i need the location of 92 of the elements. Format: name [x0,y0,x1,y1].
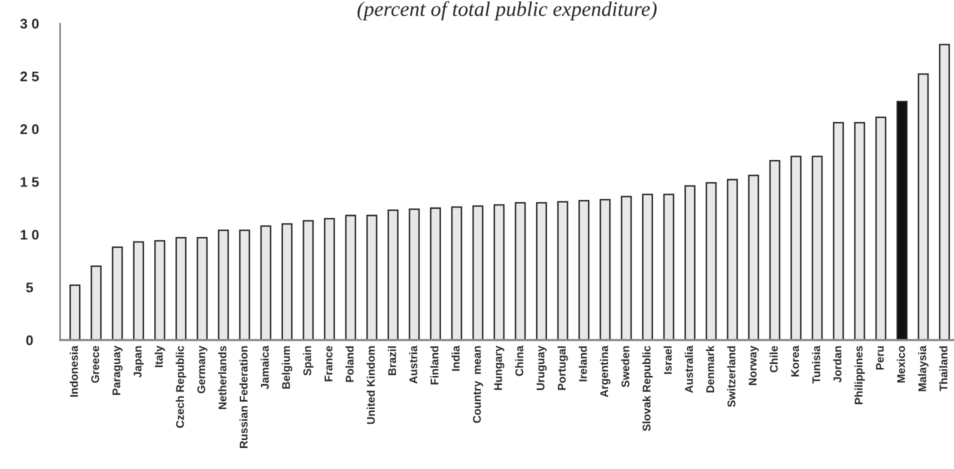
bar [154,240,166,340]
bar [133,241,144,340]
x-tick-label: Italy [154,346,165,368]
bar [769,160,780,340]
bar [854,122,866,340]
y-tick-label: 1 5 [20,177,39,187]
x-tick-label: Australia [684,346,693,393]
bar [451,206,462,340]
bar [90,265,102,340]
bar [239,230,250,340]
x-tick-label: Denmark [706,346,714,392]
x-tick-label: Uruguay [536,346,547,390]
bar [875,116,886,340]
bar [557,201,568,340]
x-tick-label: Slovak Republic [642,346,653,432]
bar [388,210,399,340]
x-tick-label: Mexico [896,346,906,382]
x-tick-label: Switzerland [727,346,736,407]
bar [620,196,632,340]
x-tick-label: Brazil [388,346,396,376]
x-tick-label: Ireland [578,346,587,382]
bar [832,122,844,340]
x-tick-label: Sweden [621,346,630,388]
bar [536,202,547,340]
x-tick-label: Poland [345,346,354,382]
x-tick-label: Israel [664,346,672,374]
x-tick-label: United Kindom [366,346,375,424]
x-tick-label: Hungary [494,346,504,390]
y-tick-label: 2 5 [20,72,39,82]
x-tick-label: Germany [197,346,208,394]
bar [324,218,335,340]
bar [918,73,929,340]
y-tick-label: 5 [26,282,34,292]
bar [345,214,356,340]
x-tick-label: Finland [430,346,438,384]
x-tick-label: Peru [876,346,884,370]
x-tick-label: Portugal [558,346,568,390]
x-tick-label: Country mean [473,346,484,423]
bar [790,156,802,340]
x-tick-label: Thailand [939,346,948,392]
bar [514,202,526,340]
x-tick-label: Spain [303,346,314,376]
bar [282,223,292,340]
bar [302,220,314,340]
x-tick-label: Netherlands [218,346,226,410]
x-tick-label: Norway [748,346,759,385]
bar [812,156,823,340]
x-tick-label: Tunisia [812,346,820,384]
x-tick-label: Russian Federation [239,346,248,448]
x-tick-label: Argentina [600,346,610,398]
x-tick-label: Philippines [854,346,865,404]
y-tick-label: 0 [26,335,33,346]
x-tick-label: Malaysia [918,346,928,392]
x-tick-label: France [324,346,332,382]
x-tick-label: Belgium [282,346,292,389]
bar [706,182,717,340]
bar [726,178,738,340]
bar [494,204,505,340]
x-tick-label: Japan [134,346,144,378]
x-tick-label: Indonesia [70,346,78,397]
x-tick-label: Austria [409,346,418,384]
chart-title: (percent of total public expenditure) [358,1,657,20]
y-tick-label: 1 0 [20,230,39,240]
y-tick-label: 2 0 [20,124,39,134]
bar [366,214,378,340]
x-tick-label: Jamaica [260,346,269,390]
bar [600,198,611,340]
x-tick-label: Greece [91,346,100,383]
bar [896,100,908,340]
bar [472,205,484,340]
y-tick-label: 3 0 [20,18,39,29]
x-tick-label: Czech Republic [176,346,186,428]
bar [578,200,590,340]
bar [112,246,123,340]
x-tick-label: Jordan [833,346,842,382]
x-tick-label: China [515,346,524,376]
bar [176,236,186,340]
bar [408,208,420,340]
x-tick-label: Paraguay [112,346,123,395]
bar [196,236,208,340]
bar [260,225,272,340]
x-tick-label: Korea [791,346,799,376]
bar [938,44,950,340]
bar [642,194,654,340]
bar [663,194,674,340]
bar [69,284,80,340]
bar [684,185,696,340]
x-tick-label: India [452,346,460,371]
bar [218,230,229,340]
bar [748,174,760,340]
bar [430,207,441,340]
x-tick-label: Chile [770,346,778,372]
